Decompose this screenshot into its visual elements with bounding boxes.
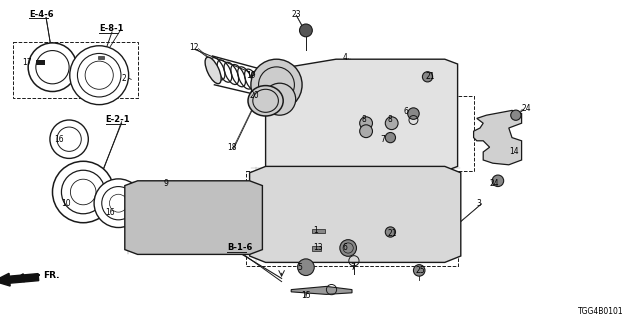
Text: FR.: FR.: [44, 271, 60, 280]
Circle shape: [28, 43, 77, 92]
Circle shape: [408, 108, 419, 119]
Bar: [36, 60, 45, 65]
Text: 17: 17: [22, 58, 32, 67]
Circle shape: [50, 120, 88, 158]
Text: TGG4B0101: TGG4B0101: [579, 308, 624, 316]
Circle shape: [385, 117, 398, 130]
Text: 21: 21: [426, 72, 435, 81]
Text: 25: 25: [416, 266, 426, 275]
Text: 9: 9: [163, 180, 168, 188]
Bar: [13, 42, 138, 98]
Text: 4: 4: [342, 53, 348, 62]
Circle shape: [340, 240, 356, 256]
Text: 2: 2: [122, 74, 126, 83]
Bar: [246, 171, 458, 266]
Text: 10: 10: [61, 199, 70, 208]
Polygon shape: [250, 166, 461, 262]
FancyArrow shape: [0, 273, 38, 286]
Circle shape: [94, 179, 143, 228]
Text: 24: 24: [522, 104, 531, 113]
Text: 24: 24: [490, 180, 499, 188]
Text: 19: 19: [246, 71, 256, 80]
Text: 21: 21: [387, 229, 397, 238]
Text: 5: 5: [298, 263, 303, 272]
Circle shape: [300, 24, 312, 37]
Text: B-1-6: B-1-6: [227, 244, 253, 252]
Bar: [98, 56, 104, 59]
Polygon shape: [291, 286, 352, 294]
Circle shape: [492, 175, 504, 187]
Circle shape: [298, 259, 314, 276]
Circle shape: [511, 110, 521, 120]
Text: E-4-6: E-4-6: [29, 10, 53, 19]
Text: 8: 8: [362, 116, 366, 124]
Text: 20: 20: [250, 92, 259, 100]
Polygon shape: [474, 110, 522, 165]
Text: 12: 12: [189, 44, 198, 52]
Circle shape: [385, 227, 396, 237]
Circle shape: [360, 117, 372, 130]
Text: 18: 18: [227, 143, 237, 152]
Text: 6: 6: [403, 108, 408, 116]
Bar: [312, 246, 321, 251]
Text: 16: 16: [54, 135, 64, 144]
Text: E-2-1: E-2-1: [106, 116, 130, 124]
Circle shape: [52, 161, 114, 223]
Text: 15: 15: [301, 292, 310, 300]
Text: 14: 14: [509, 148, 518, 156]
Text: 13: 13: [314, 244, 323, 252]
Ellipse shape: [257, 70, 275, 98]
Circle shape: [413, 265, 425, 276]
Bar: [355, 96, 474, 171]
Bar: [312, 229, 325, 233]
Circle shape: [251, 59, 302, 110]
Text: 7: 7: [381, 135, 386, 144]
Circle shape: [422, 72, 433, 82]
Circle shape: [360, 125, 372, 138]
Text: E-8-1: E-8-1: [99, 24, 124, 33]
Text: 23: 23: [291, 10, 301, 19]
Ellipse shape: [248, 86, 283, 116]
Circle shape: [264, 83, 296, 115]
Text: 7: 7: [351, 263, 356, 272]
Polygon shape: [125, 181, 262, 254]
Text: 16: 16: [106, 208, 115, 217]
Circle shape: [70, 46, 129, 105]
Text: 8: 8: [387, 116, 392, 124]
Text: 1: 1: [314, 226, 318, 235]
Circle shape: [385, 132, 396, 143]
Polygon shape: [266, 59, 458, 171]
Text: 6: 6: [342, 244, 348, 252]
Ellipse shape: [205, 57, 221, 84]
Text: 3: 3: [477, 199, 482, 208]
